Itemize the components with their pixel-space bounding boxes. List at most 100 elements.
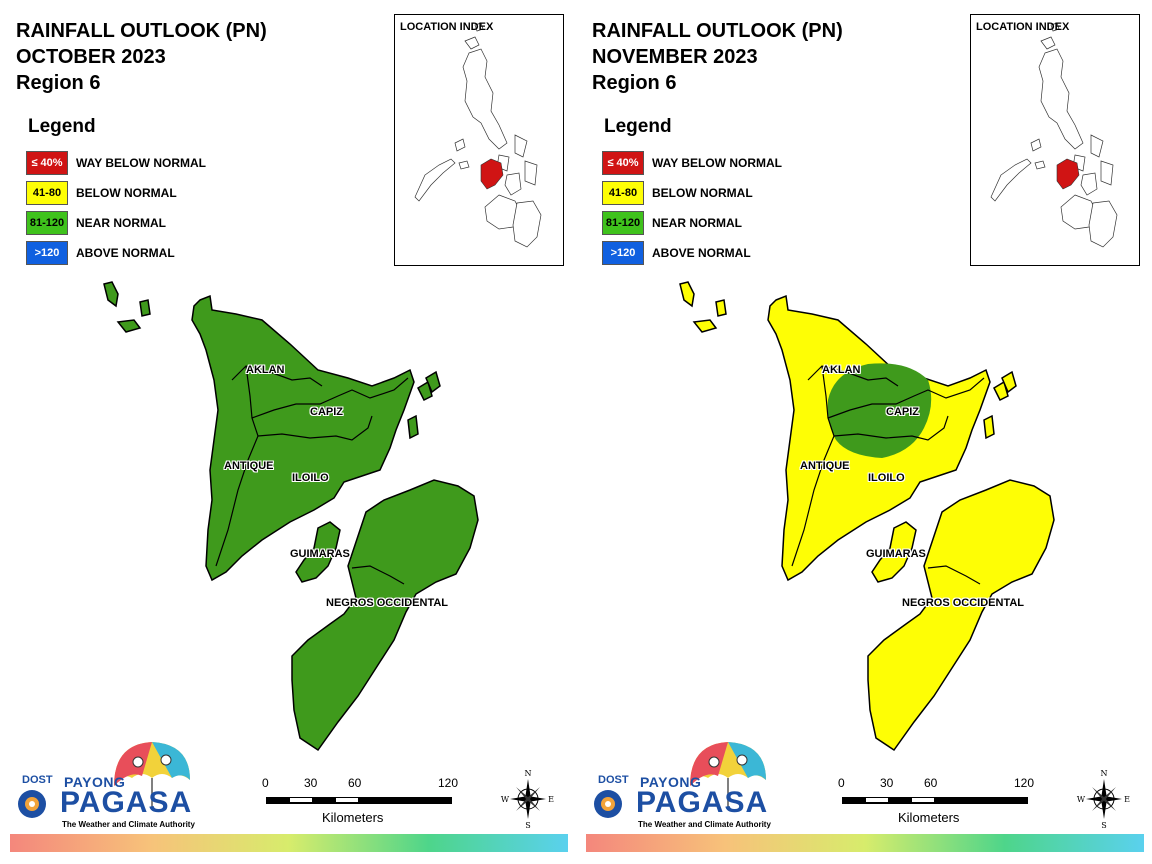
legend-item-near: 81-120 NEAR NORMAL <box>26 208 206 238</box>
logo-tagline: The Weather and Climate Authority <box>62 820 195 829</box>
region-6-map <box>103 281 479 752</box>
scale-tick-30: 30 <box>880 776 894 790</box>
scale-tick-60: 60 <box>348 776 362 790</box>
legend-item-near: 81-120 NEAR NORMAL <box>602 208 782 238</box>
legend-label: ABOVE NORMAL <box>652 246 751 260</box>
islet <box>139 299 151 317</box>
panay-island <box>191 294 415 582</box>
title-month: NOVEMBER 2023 <box>592 46 758 68</box>
islet <box>425 370 441 394</box>
label-aklan: AKLAN <box>246 364 285 376</box>
logo-payong: PAYONG <box>640 774 702 790</box>
title-region: Region 6 <box>592 72 677 94</box>
title-line-1: RAINFALL OUTLOOK (PN) <box>16 20 267 42</box>
legend-label: ABOVE NORMAL <box>76 246 175 260</box>
label-antique: ANTIQUE <box>800 460 850 472</box>
islet <box>407 414 419 440</box>
legend-item-way-below: ≤ 40% WAY BELOW NORMAL <box>602 148 782 178</box>
islet <box>417 380 433 402</box>
compass-n: N <box>525 769 532 778</box>
legend-title: Legend <box>28 116 96 137</box>
scale-bar: 0 30 60 120 Kilometers <box>262 776 462 836</box>
location-index-title: LOCATION INDEX <box>976 21 1070 33</box>
label-iloilo: ILOILO <box>868 472 905 484</box>
islet <box>993 380 1009 402</box>
islet <box>1001 370 1017 394</box>
legend-item-above: >120 ABOVE NORMAL <box>602 238 782 268</box>
legend-item-way-below: ≤ 40% WAY BELOW NORMAL <box>26 148 206 178</box>
legend-label: BELOW NORMAL <box>76 186 177 200</box>
scale-tick-30: 30 <box>304 776 318 790</box>
logo-dost: DOST <box>598 774 629 786</box>
location-index: LOCATION INDEX <box>970 14 1140 266</box>
legend-label: BELOW NORMAL <box>652 186 753 200</box>
province-polygons <box>679 281 1055 752</box>
guimaras-island <box>295 521 341 583</box>
legend-label: NEAR NORMAL <box>652 216 742 230</box>
legend-swatch: >120 <box>602 241 644 265</box>
title-line-1: RAINFALL OUTLOOK (PN) <box>592 20 843 42</box>
philippines-index-map <box>990 22 1118 248</box>
province-boundaries <box>215 365 409 585</box>
scale-tick-120: 120 <box>1014 776 1035 790</box>
islet <box>983 414 995 440</box>
logo-pagasa: PAGASA <box>60 786 193 819</box>
location-index: LOCATION INDEX <box>394 14 564 266</box>
compass-rose-icon: N S E W <box>501 769 554 830</box>
region-6-highlight <box>480 158 504 190</box>
legend-swatch: >120 <box>26 241 68 265</box>
color-strip <box>586 834 1144 852</box>
label-antique: ANTIQUE <box>224 460 274 472</box>
north-arrow: N S E W <box>1076 768 1132 830</box>
compass-e: E <box>548 795 554 804</box>
compass-s: S <box>525 821 530 830</box>
legend-item-below: 41-80 BELOW NORMAL <box>602 178 782 208</box>
guimaras-island <box>871 521 917 583</box>
map-title: RAINFALL OUTLOOK (PN) OCTOBER 2023 Regio… <box>16 18 267 96</box>
islet <box>715 299 727 317</box>
label-guimaras: GUIMARAS <box>290 548 350 560</box>
legend-title: Legend <box>604 116 672 137</box>
legend-label: WAY BELOW NORMAL <box>76 156 207 170</box>
umbrella-icon <box>594 742 766 818</box>
logo-pagasa: PAGASA <box>636 786 769 819</box>
pagasa-logo: DOST PAYONG PAGASA The Weather and Clima… <box>16 740 196 832</box>
label-guimaras: GUIMARAS <box>866 548 926 560</box>
province-boundaries <box>791 365 985 585</box>
scale-bar: 0 30 60 120 Kilometers <box>838 776 1038 836</box>
logo-dost: DOST <box>22 774 53 786</box>
negros-occidental <box>867 479 1055 752</box>
province-polygons <box>103 281 479 752</box>
compass-w: W <box>1077 795 1086 804</box>
label-negros-occidental: NEGROS OCCIDENTAL <box>326 597 449 609</box>
legend-label: NEAR NORMAL <box>76 216 166 230</box>
label-aklan: AKLAN <box>822 364 861 376</box>
legend-swatch: ≤ 40% <box>26 151 68 175</box>
islet <box>692 319 718 333</box>
islet <box>116 319 142 333</box>
map-title: RAINFALL OUTLOOK (PN) NOVEMBER 2023 Regi… <box>592 18 843 96</box>
label-capiz: CAPIZ <box>310 406 343 418</box>
compass-n: N <box>1101 769 1108 778</box>
compass-w: W <box>501 795 510 804</box>
scale-tick-60: 60 <box>924 776 938 790</box>
location-index-title: LOCATION INDEX <box>400 21 494 33</box>
compass-rose-icon: N S E W <box>1077 769 1130 830</box>
region-6-map <box>679 281 1055 752</box>
philippines-index-map <box>414 22 542 248</box>
scale-bar-graphic <box>842 797 1028 804</box>
compass-s: S <box>1101 821 1106 830</box>
label-negros-occidental: NEGROS OCCIDENTAL <box>902 597 1025 609</box>
legend-swatch: 41-80 <box>26 181 68 205</box>
umbrella-icon <box>18 742 190 818</box>
title-month: OCTOBER 2023 <box>16 46 166 68</box>
legend-swatch: 41-80 <box>602 181 644 205</box>
october-panel: RAINFALL OUTLOOK (PN) OCTOBER 2023 Regio… <box>10 14 568 852</box>
region-6-highlight <box>1056 158 1080 190</box>
logo-tagline: The Weather and Climate Authority <box>638 820 771 829</box>
legend-swatch: ≤ 40% <box>602 151 644 175</box>
north-arrow: N S E W <box>500 768 556 830</box>
pagasa-logo: DOST PAYONG PAGASA The Weather and Clima… <box>592 740 772 832</box>
label-capiz: CAPIZ <box>886 406 919 418</box>
scale-unit: Kilometers <box>898 810 960 825</box>
